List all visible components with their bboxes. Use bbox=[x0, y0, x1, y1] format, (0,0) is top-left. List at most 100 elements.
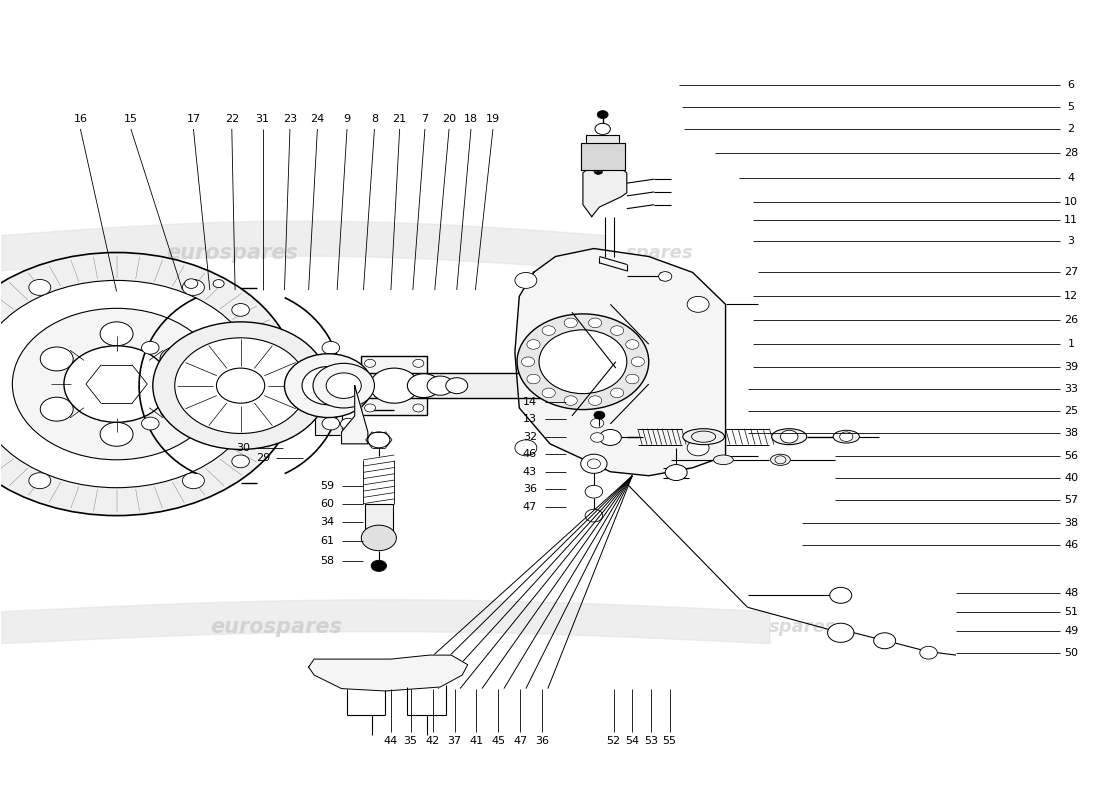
Text: 13: 13 bbox=[522, 414, 537, 424]
Polygon shape bbox=[341, 386, 367, 444]
Circle shape bbox=[626, 374, 639, 384]
Text: eurospares: eurospares bbox=[166, 242, 298, 262]
Text: 59: 59 bbox=[320, 481, 333, 491]
Text: 54: 54 bbox=[625, 736, 639, 746]
Circle shape bbox=[142, 417, 160, 430]
Circle shape bbox=[232, 455, 250, 468]
Circle shape bbox=[588, 318, 602, 328]
Circle shape bbox=[160, 398, 192, 421]
Circle shape bbox=[688, 440, 710, 456]
Ellipse shape bbox=[683, 429, 725, 445]
Circle shape bbox=[41, 398, 74, 421]
Text: 39: 39 bbox=[1064, 362, 1078, 371]
Text: 49: 49 bbox=[1064, 626, 1078, 636]
Circle shape bbox=[327, 373, 361, 398]
Text: 48: 48 bbox=[1064, 588, 1078, 598]
Text: 53: 53 bbox=[644, 736, 658, 746]
Text: 28: 28 bbox=[1064, 148, 1078, 158]
Text: 38: 38 bbox=[1064, 429, 1078, 438]
Circle shape bbox=[631, 357, 645, 366]
Text: 60: 60 bbox=[320, 498, 333, 509]
Text: 6: 6 bbox=[1068, 80, 1075, 90]
Ellipse shape bbox=[770, 454, 790, 466]
Text: 36: 36 bbox=[522, 484, 537, 494]
Circle shape bbox=[361, 525, 396, 550]
Circle shape bbox=[175, 338, 307, 434]
Text: 2: 2 bbox=[1068, 124, 1075, 134]
Text: 20: 20 bbox=[442, 114, 456, 123]
Text: 33: 33 bbox=[1064, 384, 1078, 394]
Circle shape bbox=[412, 404, 424, 412]
Circle shape bbox=[594, 168, 603, 174]
Text: 45: 45 bbox=[492, 736, 506, 746]
Text: 40: 40 bbox=[1064, 473, 1078, 483]
Text: 17: 17 bbox=[186, 114, 200, 123]
Circle shape bbox=[232, 303, 250, 316]
Circle shape bbox=[564, 396, 578, 406]
Text: 21: 21 bbox=[393, 114, 407, 123]
Bar bbox=[316, 397, 341, 435]
Text: spares: spares bbox=[626, 243, 693, 262]
Text: 15: 15 bbox=[124, 114, 138, 123]
Circle shape bbox=[539, 330, 627, 394]
Circle shape bbox=[153, 322, 329, 450]
Circle shape bbox=[285, 354, 372, 418]
Text: 1: 1 bbox=[1068, 339, 1075, 349]
Circle shape bbox=[920, 646, 937, 659]
Text: 14: 14 bbox=[522, 397, 537, 406]
Circle shape bbox=[521, 357, 535, 366]
Circle shape bbox=[587, 459, 601, 469]
Circle shape bbox=[183, 279, 205, 295]
Circle shape bbox=[515, 273, 537, 288]
Circle shape bbox=[260, 376, 282, 392]
Text: 58: 58 bbox=[320, 556, 333, 566]
Circle shape bbox=[364, 404, 375, 412]
Text: 8: 8 bbox=[371, 114, 378, 123]
Text: 37: 37 bbox=[448, 736, 462, 746]
Circle shape bbox=[29, 279, 51, 295]
Ellipse shape bbox=[771, 429, 806, 445]
Circle shape bbox=[100, 422, 133, 446]
Text: 12: 12 bbox=[1064, 291, 1078, 302]
Text: 3: 3 bbox=[1068, 235, 1075, 246]
Text: 46: 46 bbox=[1064, 540, 1078, 550]
Circle shape bbox=[542, 326, 556, 335]
Circle shape bbox=[594, 411, 605, 419]
Text: 57: 57 bbox=[1064, 495, 1078, 506]
Text: 25: 25 bbox=[1064, 406, 1078, 416]
Circle shape bbox=[322, 417, 340, 430]
Circle shape bbox=[322, 342, 340, 354]
Circle shape bbox=[610, 388, 624, 398]
Text: 24: 24 bbox=[310, 114, 324, 123]
Text: 9: 9 bbox=[343, 114, 351, 123]
Text: eurospares: eurospares bbox=[210, 618, 342, 638]
Text: 46: 46 bbox=[522, 450, 537, 459]
Circle shape bbox=[100, 322, 133, 346]
Text: 42: 42 bbox=[426, 736, 440, 746]
Circle shape bbox=[581, 454, 607, 474]
Circle shape bbox=[585, 486, 603, 498]
Circle shape bbox=[213, 280, 224, 287]
Circle shape bbox=[185, 279, 198, 288]
Text: 16: 16 bbox=[74, 114, 87, 123]
Circle shape bbox=[839, 432, 853, 442]
Text: 4: 4 bbox=[1068, 174, 1075, 183]
Polygon shape bbox=[581, 143, 625, 170]
Circle shape bbox=[0, 281, 260, 488]
Polygon shape bbox=[583, 161, 627, 217]
Circle shape bbox=[371, 560, 386, 571]
Text: 5: 5 bbox=[1068, 102, 1075, 112]
Circle shape bbox=[591, 418, 604, 428]
Circle shape bbox=[314, 363, 374, 408]
Text: 19: 19 bbox=[486, 114, 500, 123]
Text: 56: 56 bbox=[1064, 451, 1078, 461]
Circle shape bbox=[12, 308, 221, 460]
Circle shape bbox=[595, 123, 610, 134]
Circle shape bbox=[527, 374, 540, 384]
Circle shape bbox=[564, 318, 578, 328]
Text: 38: 38 bbox=[1064, 518, 1078, 528]
Circle shape bbox=[597, 110, 608, 118]
Circle shape bbox=[302, 366, 354, 405]
Text: 23: 23 bbox=[283, 114, 297, 123]
Polygon shape bbox=[329, 368, 361, 403]
